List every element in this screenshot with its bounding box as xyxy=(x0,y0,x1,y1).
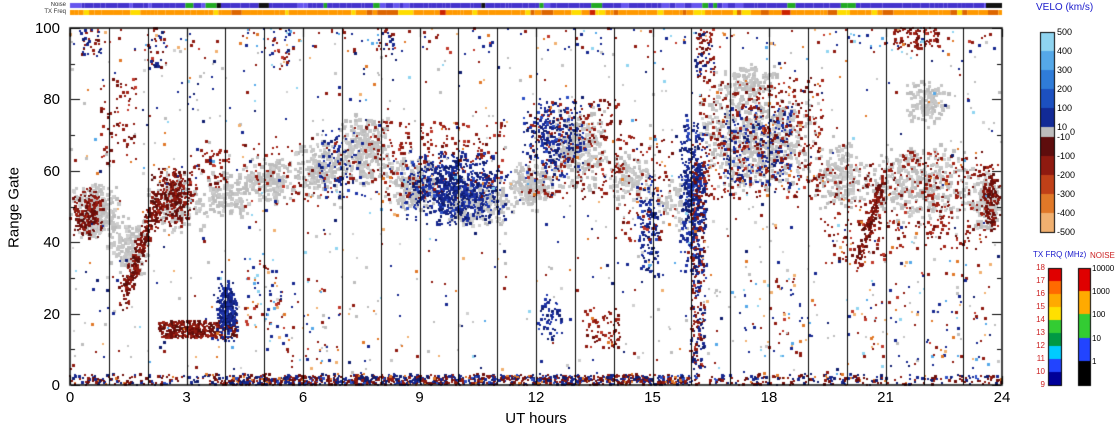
y-tick-label: 20 xyxy=(43,305,60,323)
noise-scale-label: 100 xyxy=(1092,310,1106,319)
txfreq-scale-label: 11 xyxy=(1036,354,1045,363)
txfreq-scale-label: 14 xyxy=(1036,315,1045,324)
velocity-scale-label: -400 xyxy=(1057,208,1076,218)
txfreq-scale-label: 15 xyxy=(1036,302,1045,311)
txfreq-scale-label: 18 xyxy=(1036,263,1045,272)
x-axis-title: UT hours xyxy=(505,410,567,427)
y-tick-label: 100 xyxy=(34,20,60,37)
velocity-scale-label: -200 xyxy=(1057,170,1076,180)
y-tick-label: 40 xyxy=(43,234,60,252)
velocity-scale-label: 300 xyxy=(1057,65,1073,75)
txfreq-scale-label: 12 xyxy=(1036,341,1045,350)
x-tick-label: 0 xyxy=(65,389,75,406)
txfreq-scale-label: 10 xyxy=(1036,367,1045,376)
noise-strip-label: Noise xyxy=(50,2,66,8)
velocity-scale-label: 200 xyxy=(1057,84,1073,94)
x-tick-label: 18 xyxy=(760,389,778,406)
x-tick-label: 3 xyxy=(182,389,191,406)
x-tick-label: 12 xyxy=(527,389,545,406)
velocity-colorbar-title: VELO (km/s) xyxy=(1036,2,1094,13)
velocity-scale-label: -300 xyxy=(1057,189,1076,199)
noise-scale-label: 10 xyxy=(1092,334,1101,343)
x-tick-label: 9 xyxy=(415,389,424,406)
y-tick-label: 60 xyxy=(43,162,60,180)
noise-colorbar-title: NOISE xyxy=(1090,251,1115,260)
velocity-scale-label: -10 xyxy=(1057,132,1071,142)
x-tick-label: 21 xyxy=(877,389,894,406)
noise-scale-label: 10000 xyxy=(1092,264,1115,273)
y-tick-label: 80 xyxy=(43,91,60,109)
txfreq-strip-label: TX Freq xyxy=(44,9,66,15)
velocity-scale-label: -500 xyxy=(1057,227,1076,237)
txfreq-scale-label: 16 xyxy=(1036,289,1045,298)
txfreq-scale-label: 13 xyxy=(1036,328,1045,337)
noise-scale-label: 1000 xyxy=(1092,287,1110,296)
noise-scale-label: 1 xyxy=(1092,357,1097,366)
x-tick-label: 24 xyxy=(993,389,1011,406)
txfreq-scale-label: 9 xyxy=(1040,380,1045,389)
velocity-scale-label: 500 xyxy=(1057,27,1073,37)
x-tick-label: 15 xyxy=(644,389,661,406)
velocity-scale-label: 10 xyxy=(1057,122,1068,132)
txfreq-colorbar-title: TX FRQ (MHz) xyxy=(1033,250,1087,259)
velocity-scale-label: -100 xyxy=(1057,151,1076,161)
txfreq-scale-label: 17 xyxy=(1036,276,1045,285)
x-tick-label: 6 xyxy=(298,389,308,406)
velocity-scale-label: 400 xyxy=(1057,46,1073,56)
y-tick-label: 0 xyxy=(51,377,60,394)
velocity-scale-label: 100 xyxy=(1057,103,1073,113)
velocity-scale-label: 0 xyxy=(1070,127,1076,137)
